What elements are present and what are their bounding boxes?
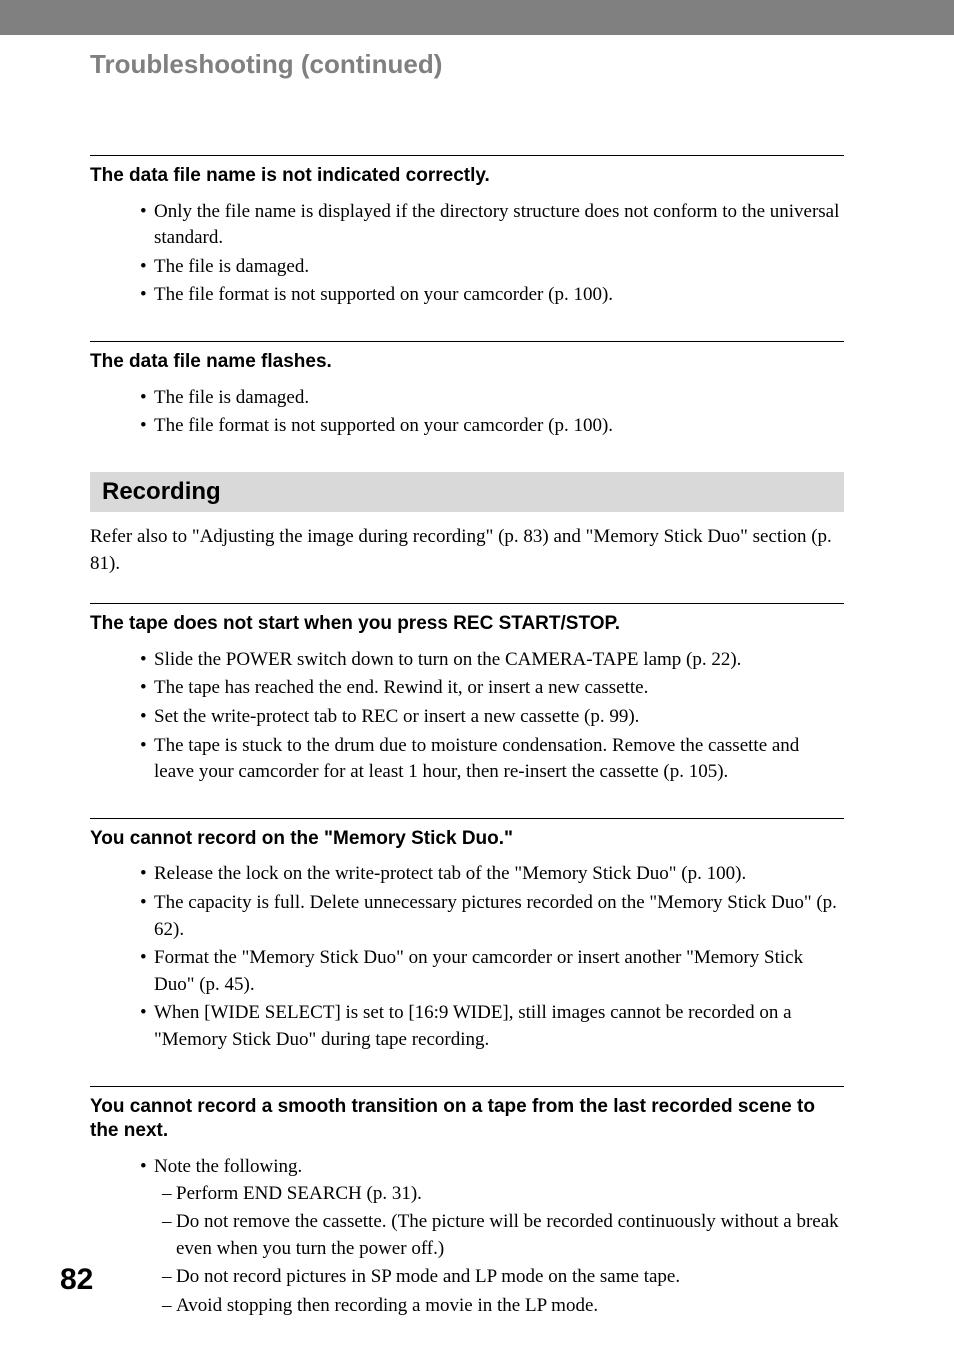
content-area: The data file name is not indicated corr… bbox=[0, 80, 954, 1320]
list-item: The file is damaged. bbox=[140, 254, 844, 281]
issue-title: The data file name flashes. bbox=[90, 350, 844, 375]
bullet-list: The file is damaged. The file format is … bbox=[90, 385, 844, 440]
chapter-title: Troubleshooting (continued) bbox=[0, 35, 954, 80]
issue-title: The data file name is not indicated corr… bbox=[90, 164, 844, 189]
list-item: Only the file name is displayed if the d… bbox=[140, 199, 844, 252]
list-item: Slide the POWER switch down to turn on t… bbox=[140, 647, 844, 674]
issue-title: You cannot record on the "Memory Stick D… bbox=[90, 827, 844, 852]
page-number: 82 bbox=[60, 1263, 93, 1297]
list-item: The file is damaged. bbox=[140, 385, 844, 412]
bullet-list: Only the file name is displayed if the d… bbox=[90, 199, 844, 309]
bullet-list: Release the lock on the write-protect ta… bbox=[90, 861, 844, 1053]
list-item: When [WIDE SELECT] is set to [16:9 WIDE]… bbox=[140, 1000, 844, 1053]
list-item: Set the write-protect tab to REC or inse… bbox=[140, 704, 844, 731]
issue-block: You cannot record a smooth transition on… bbox=[90, 1086, 844, 1320]
bullet-list: Note the following. Perform END SEARCH (… bbox=[90, 1154, 844, 1320]
issue-block: The data file name is not indicated corr… bbox=[90, 155, 844, 309]
issue-block: The data file name flashes. The file is … bbox=[90, 341, 844, 440]
section-intro: Refer also to "Adjusting the image durin… bbox=[90, 524, 844, 577]
issue-block: You cannot record on the "Memory Stick D… bbox=[90, 818, 844, 1054]
section-header: Recording bbox=[90, 472, 844, 512]
list-item: Note the following. Perform END SEARCH (… bbox=[140, 1154, 844, 1320]
sub-list-item: Do not remove the cassette. (The picture… bbox=[162, 1209, 844, 1262]
sub-list-item: Perform END SEARCH (p. 31). bbox=[162, 1181, 844, 1208]
list-item: The file format is not supported on your… bbox=[140, 413, 844, 440]
sub-list-item: Do not record pictures in SP mode and LP… bbox=[162, 1264, 844, 1291]
list-item: The capacity is full. Delete unnecessary… bbox=[140, 890, 844, 943]
issue-title: The tape does not start when you press R… bbox=[90, 612, 844, 637]
top-bar bbox=[0, 0, 954, 35]
issue-title: You cannot record a smooth transition on… bbox=[90, 1095, 844, 1144]
list-item: Format the "Memory Stick Duo" on your ca… bbox=[140, 945, 844, 998]
list-item: The file format is not supported on your… bbox=[140, 282, 844, 309]
bullet-list: Slide the POWER switch down to turn on t… bbox=[90, 647, 844, 786]
list-item: The tape has reached the end. Rewind it,… bbox=[140, 675, 844, 702]
list-item: Release the lock on the write-protect ta… bbox=[140, 861, 844, 888]
sub-list: Perform END SEARCH (p. 31). Do not remov… bbox=[154, 1181, 844, 1320]
sub-list-item: Avoid stopping then recording a movie in… bbox=[162, 1293, 844, 1320]
issue-block: The tape does not start when you press R… bbox=[90, 603, 844, 786]
list-item: The tape is stuck to the drum due to moi… bbox=[140, 733, 844, 786]
list-item-text: Note the following. bbox=[154, 1156, 302, 1177]
